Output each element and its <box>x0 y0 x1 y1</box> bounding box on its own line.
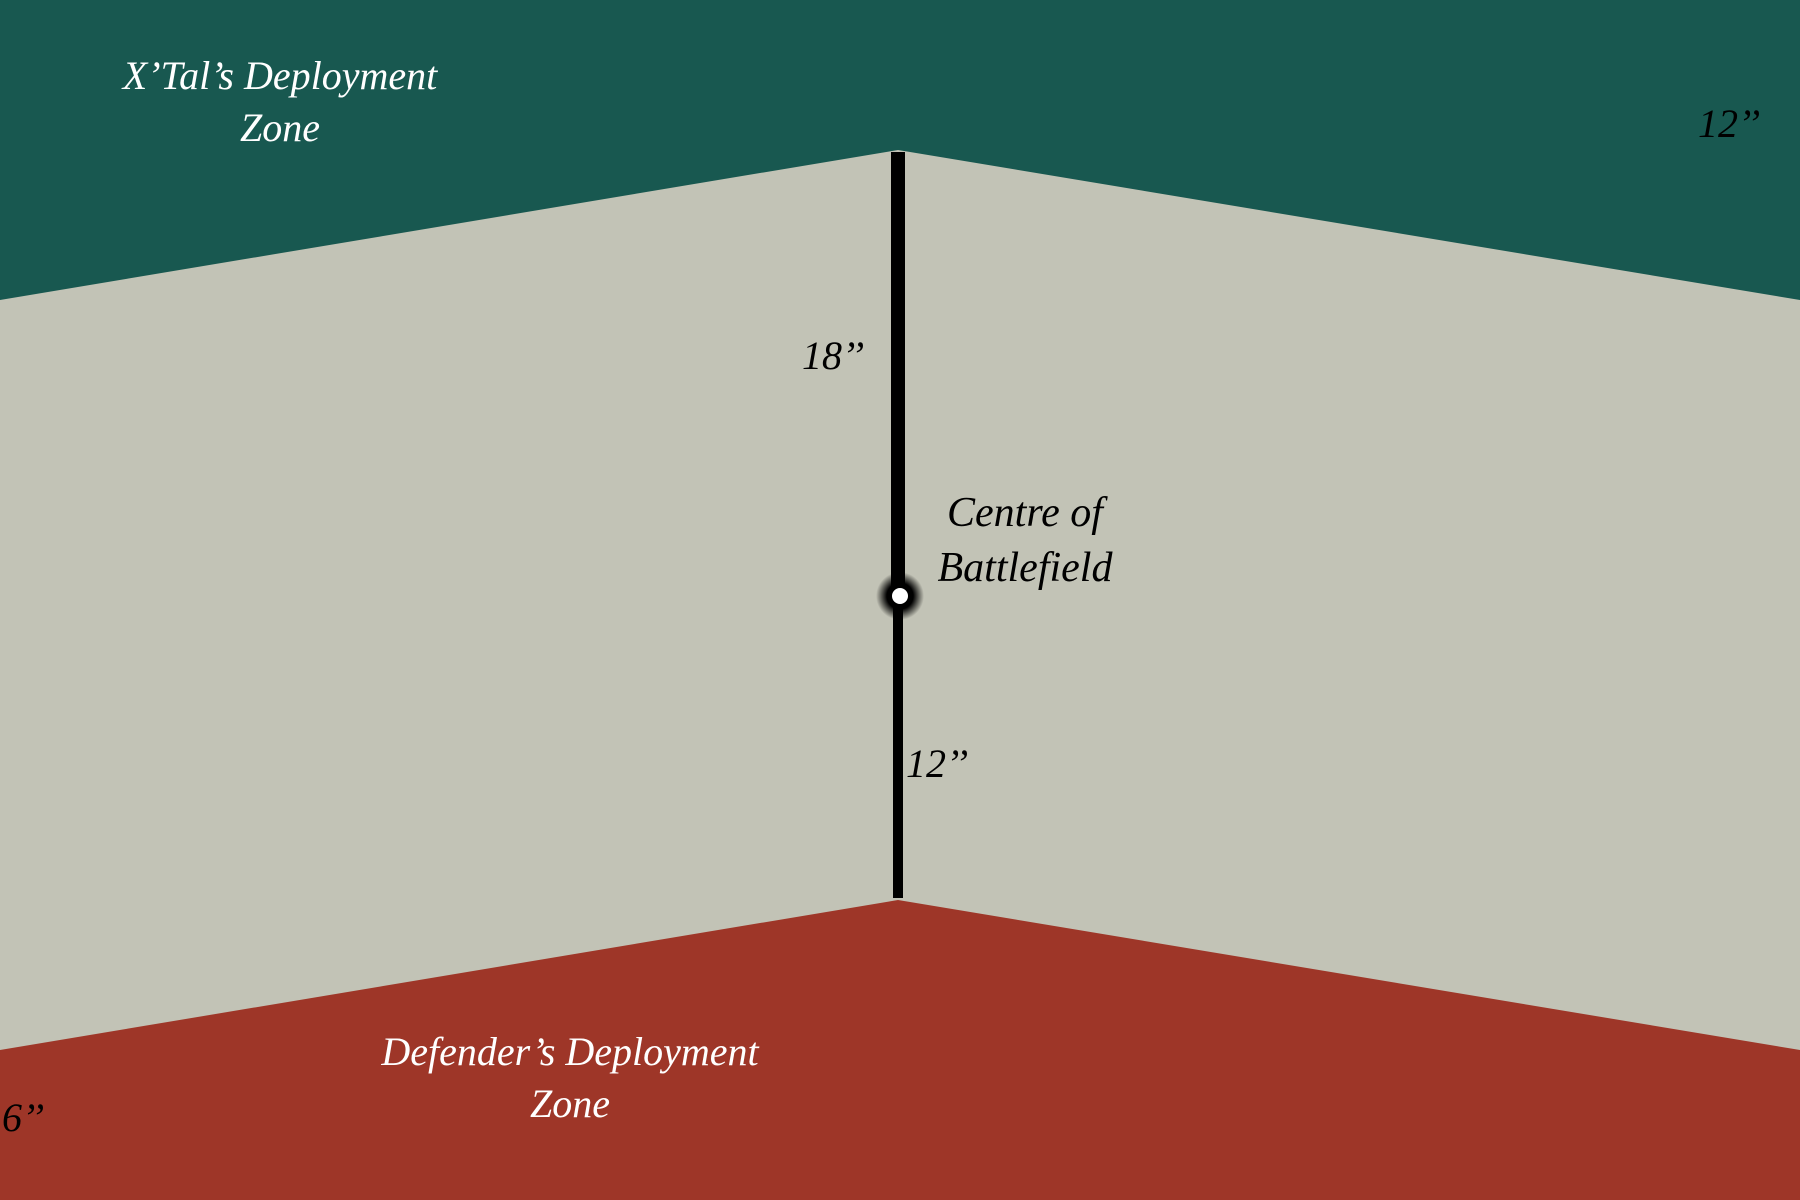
distance-to-attacker-zone-label: 18’’ <box>802 333 865 378</box>
centre-marker <box>892 588 908 604</box>
attacker-zone-label-line2: Zone <box>240 105 320 150</box>
defender-deployment-zone <box>0 900 1800 1200</box>
attacker-zone-label-line1: X’Tal’s Deployment <box>122 53 438 98</box>
defender-zone-label: Defender’s Deployment Zone <box>370 1026 770 1130</box>
centre-label-line2: Battlefield <box>937 544 1113 591</box>
centre-of-battlefield-label: Centre of Battlefield <box>930 486 1120 595</box>
defender-zone-label-line1: Defender’s Deployment <box>381 1029 759 1074</box>
attacker-deployment-zone <box>0 0 1800 300</box>
defender-zone-label-line2: Zone <box>530 1081 610 1126</box>
attacker-zone-depth-label: 12’’ <box>1698 101 1761 146</box>
distance-to-defender-zone-label: 12’’ <box>906 741 969 786</box>
defender-zone-depth-label: 6’’ <box>2 1095 45 1140</box>
attacker-zone-label: X’Tal’s Deployment Zone <box>110 50 450 154</box>
centre-label-line1: Centre of <box>947 490 1103 536</box>
